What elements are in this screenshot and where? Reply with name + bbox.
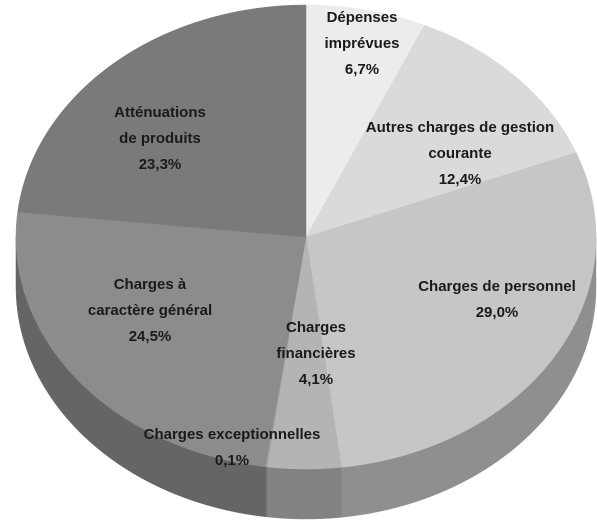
slice bbox=[15, 211, 307, 467]
slice bbox=[305, 24, 577, 238]
slice-label: Charges bbox=[286, 319, 346, 336]
slice bbox=[17, 4, 307, 238]
slice bbox=[305, 4, 425, 238]
slice bbox=[266, 236, 342, 470]
value-label: 29,0% bbox=[476, 304, 519, 321]
value-label: 0,1% bbox=[215, 452, 249, 469]
slice-label: Dépenses bbox=[327, 9, 398, 26]
slice-side bbox=[266, 466, 342, 520]
slice-label: Autres charges de gestion bbox=[366, 119, 554, 136]
slice-label: Charges à bbox=[114, 276, 187, 293]
slice bbox=[305, 152, 597, 468]
slice-label: imprévues bbox=[324, 35, 399, 52]
slice-label: Charges de personnel bbox=[418, 278, 576, 295]
slice-label: courante bbox=[428, 145, 491, 162]
slice-label: Atténuations bbox=[114, 104, 206, 121]
slice-label: Charges exceptionnelles bbox=[144, 426, 321, 443]
slice-label: caractère général bbox=[88, 302, 212, 319]
slice-label: de produits bbox=[119, 130, 201, 147]
slice-label: financières bbox=[276, 345, 355, 362]
value-label: 23,3% bbox=[139, 156, 182, 173]
value-label: 6,7% bbox=[345, 61, 379, 78]
value-label: 24,5% bbox=[129, 328, 172, 345]
slice-side bbox=[264, 466, 268, 518]
value-label: 4,1% bbox=[299, 371, 333, 388]
value-label: 12,4% bbox=[439, 171, 482, 188]
